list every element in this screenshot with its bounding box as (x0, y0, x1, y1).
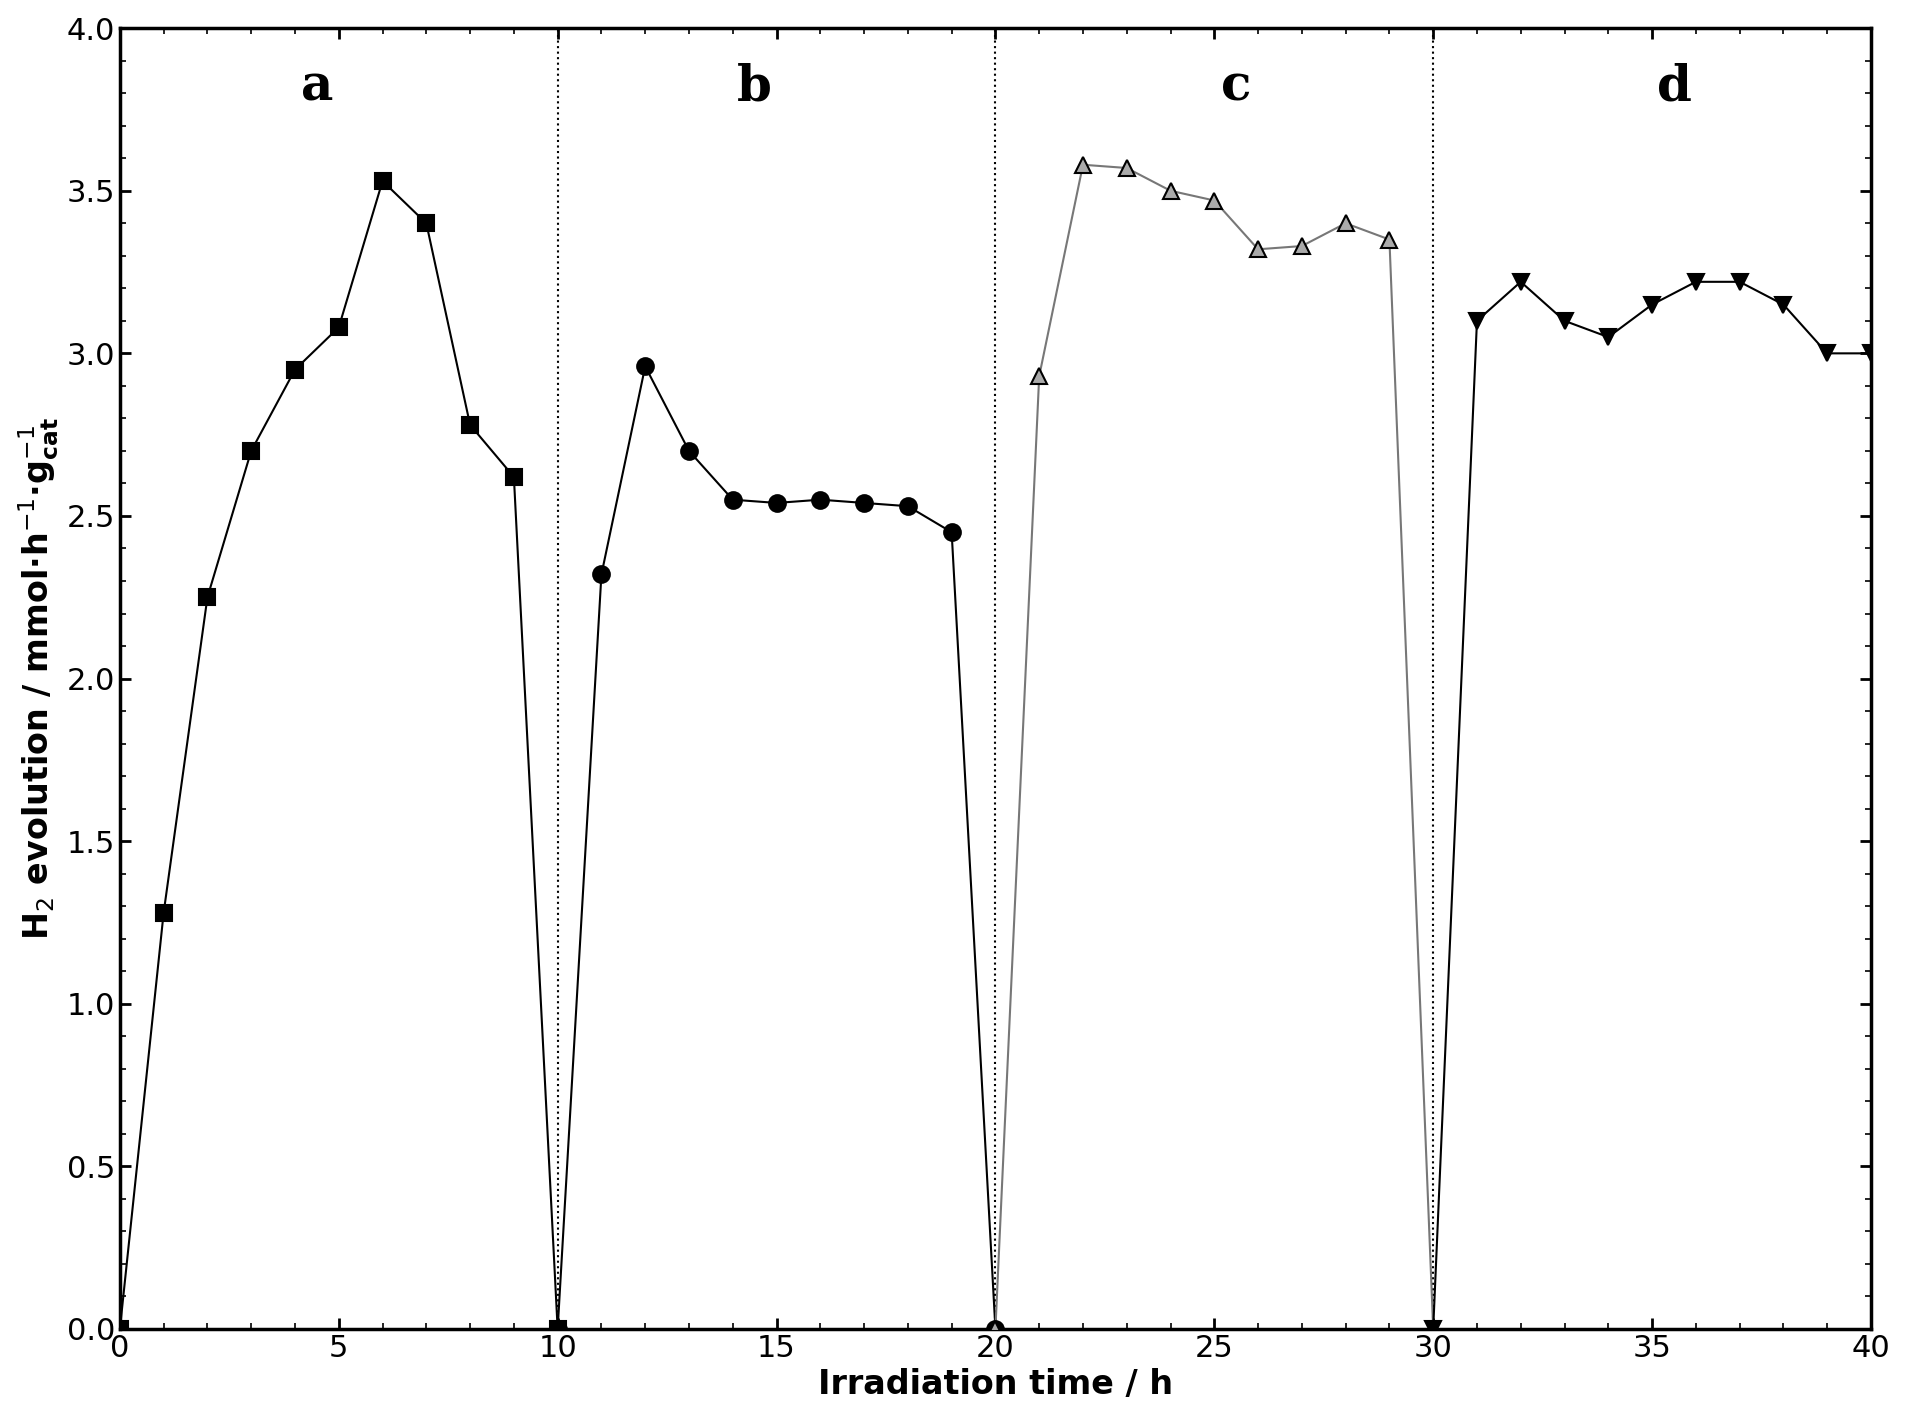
Text: a: a (301, 62, 334, 111)
X-axis label: Irradiation time / h: Irradiation time / h (818, 1368, 1173, 1401)
Y-axis label: H$_2$ evolution / mmol·h$^{-1}$·g$_{\mathregular{cat}}^{-1}$: H$_2$ evolution / mmol·h$^{-1}$·g$_{\mat… (17, 417, 61, 940)
Text: c: c (1220, 62, 1251, 111)
Text: b: b (738, 62, 772, 111)
Text: d: d (1657, 62, 1692, 111)
